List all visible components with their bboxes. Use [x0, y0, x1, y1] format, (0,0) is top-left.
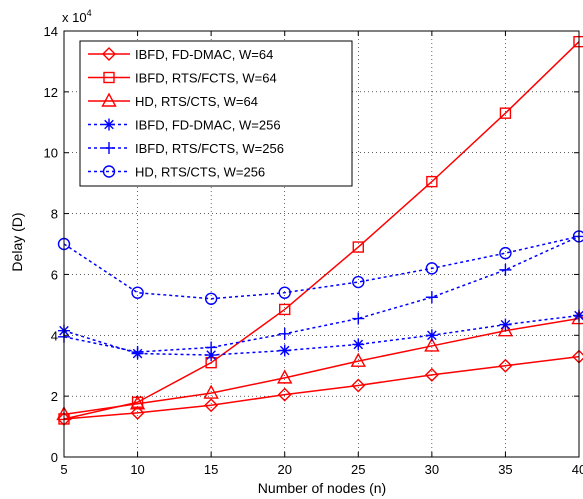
data-point [498, 358, 513, 373]
series-line [63, 317, 580, 416]
series-lines [56, 35, 583, 426]
y-tick-label: 0 [51, 450, 58, 465]
y-tick-label: 10 [44, 146, 58, 161]
y-tick-label: 12 [44, 85, 58, 100]
data-point [350, 352, 366, 367]
x-tick-label: 20 [277, 462, 291, 477]
legend-marker [102, 165, 116, 178]
legend-item: IBFD, FD-DMAC, W=64 [88, 47, 273, 62]
series-6 [57, 230, 583, 305]
data-point [351, 378, 366, 393]
y-tick-label: 6 [51, 267, 58, 282]
legend-label: IBFD, FD-DMAC, W=256 [135, 118, 281, 133]
data-point [131, 346, 144, 359]
x-axis-label: Number of nodes (n) [258, 480, 386, 496]
x-tick-label: 25 [351, 462, 365, 477]
x-tick-label: 35 [498, 462, 512, 477]
data-point [204, 292, 218, 305]
legend-label: IBFD, RTS/FCTS, W=64 [135, 71, 277, 86]
legend-box [79, 40, 353, 187]
data-point [425, 329, 438, 342]
y-exponent-base: x 10 [62, 10, 87, 25]
y-tick-label: 4 [51, 328, 58, 343]
x-tick-label: 15 [204, 462, 218, 477]
y-tick-label: 8 [51, 207, 58, 222]
data-point [205, 341, 218, 354]
legend-marker [103, 142, 115, 154]
axis-ticks: 5 10 15 20 25 30 35 40 0 2 4 6 8 10 12 14 [44, 24, 583, 477]
data-point [425, 262, 439, 275]
legend-marker [103, 71, 115, 84]
data-point [499, 263, 512, 276]
data-point [278, 344, 291, 357]
legend-label: IBFD, RTS/FCTS, W=256 [135, 141, 284, 156]
data-point [204, 398, 219, 413]
data-point [278, 286, 291, 299]
y-exponent-power: 4 [87, 8, 92, 18]
legend-item: IBFD, RTS/FCTS, W=64 [88, 71, 277, 86]
data-point [499, 107, 512, 119]
data-point [279, 303, 291, 316]
data-point [277, 387, 292, 402]
legend: IBFD, FD-DMAC, W=64 IBFD, RTS/FCTS, W=64 H… [79, 40, 353, 187]
data-point [425, 291, 438, 304]
data-point [424, 367, 439, 382]
series-line [63, 235, 580, 353]
legend-marker [103, 118, 115, 131]
data-point [426, 175, 438, 188]
legend-item: IBFD, FD-DMAC, W=256 [88, 118, 281, 133]
legend-label: HD, RTS/CTS, W=256 [135, 165, 265, 180]
y-tick-label: 14 [44, 24, 58, 39]
data-point [352, 312, 365, 325]
data-point [278, 327, 291, 340]
data-point [131, 286, 144, 299]
y-tick-label: 2 [51, 389, 58, 404]
legend-item: IBFD, RTS/FCTS, W=256 [88, 141, 284, 156]
legend-item: HD, RTS/CTS, W=256 [88, 165, 265, 180]
data-point [499, 318, 512, 331]
series-line [63, 314, 580, 356]
legend-marker [101, 92, 117, 107]
series-line [63, 41, 580, 420]
legend-label: IBFD, FD-DMAC, W=64 [135, 47, 273, 62]
data-point [352, 338, 365, 351]
x-tick-label: 5 [60, 462, 67, 477]
data-point [499, 246, 512, 260]
x-tick-label: 10 [130, 462, 144, 477]
data-point [205, 349, 218, 362]
x-tick-label: 40 [572, 462, 583, 477]
plot-frame [63, 30, 580, 458]
data-point [352, 241, 364, 253]
x-tick-label: 30 [425, 462, 439, 477]
y-axis-label: Delay (D) [9, 212, 25, 271]
legend-label: HD, RTS/CTS, W=64 [135, 94, 258, 109]
data-point [497, 322, 514, 337]
series-line [63, 355, 580, 420]
data-point [203, 384, 219, 399]
data-point [277, 369, 293, 384]
data-point [129, 395, 146, 410]
legend-item: HD, RTS/CTS, W=64 [88, 92, 258, 109]
y-exponent-label: x 104 [62, 8, 92, 25]
data-point [352, 275, 365, 289]
data-point [424, 337, 440, 352]
data-point [130, 405, 145, 420]
legend-marker [102, 47, 116, 61]
series-3 [56, 310, 583, 421]
